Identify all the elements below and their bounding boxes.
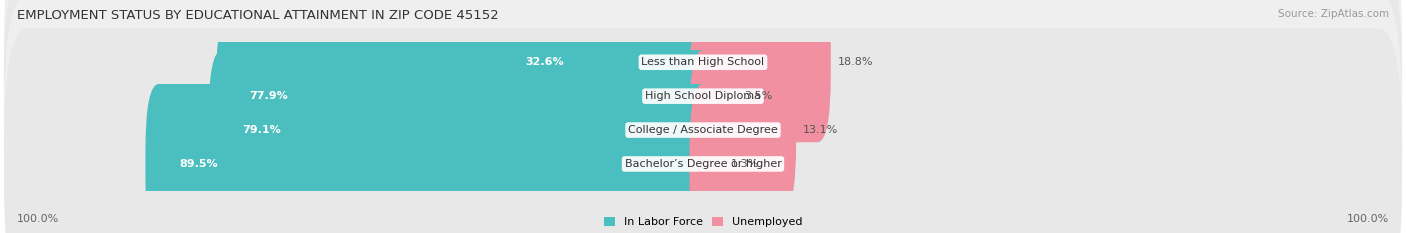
Text: 100.0%: 100.0%	[1347, 214, 1389, 224]
Text: 32.6%: 32.6%	[524, 57, 564, 67]
Text: 13.1%: 13.1%	[803, 125, 838, 135]
FancyBboxPatch shape	[491, 0, 717, 142]
FancyBboxPatch shape	[689, 0, 831, 142]
FancyBboxPatch shape	[4, 28, 1402, 233]
FancyBboxPatch shape	[4, 0, 1402, 198]
Text: 1.3%: 1.3%	[731, 159, 759, 169]
Text: 18.8%: 18.8%	[838, 57, 873, 67]
FancyBboxPatch shape	[208, 50, 717, 210]
Text: 89.5%: 89.5%	[179, 159, 218, 169]
Text: Less than High School: Less than High School	[641, 57, 765, 67]
FancyBboxPatch shape	[689, 84, 724, 233]
FancyBboxPatch shape	[4, 0, 1402, 232]
Text: 77.9%: 77.9%	[250, 91, 288, 101]
FancyBboxPatch shape	[217, 16, 717, 176]
Text: 79.1%: 79.1%	[242, 125, 281, 135]
Legend: In Labor Force, Unemployed: In Labor Force, Unemployed	[603, 217, 803, 227]
Text: High School Diploma: High School Diploma	[645, 91, 761, 101]
Text: EMPLOYMENT STATUS BY EDUCATIONAL ATTAINMENT IN ZIP CODE 45152: EMPLOYMENT STATUS BY EDUCATIONAL ATTAINM…	[17, 9, 499, 22]
Text: Bachelor’s Degree or higher: Bachelor’s Degree or higher	[624, 159, 782, 169]
FancyBboxPatch shape	[145, 84, 717, 233]
FancyBboxPatch shape	[4, 0, 1402, 233]
Text: College / Associate Degree: College / Associate Degree	[628, 125, 778, 135]
Text: Source: ZipAtlas.com: Source: ZipAtlas.com	[1278, 9, 1389, 19]
Text: 100.0%: 100.0%	[17, 214, 59, 224]
Text: 3.5%: 3.5%	[745, 91, 773, 101]
FancyBboxPatch shape	[689, 16, 738, 176]
FancyBboxPatch shape	[689, 50, 796, 210]
